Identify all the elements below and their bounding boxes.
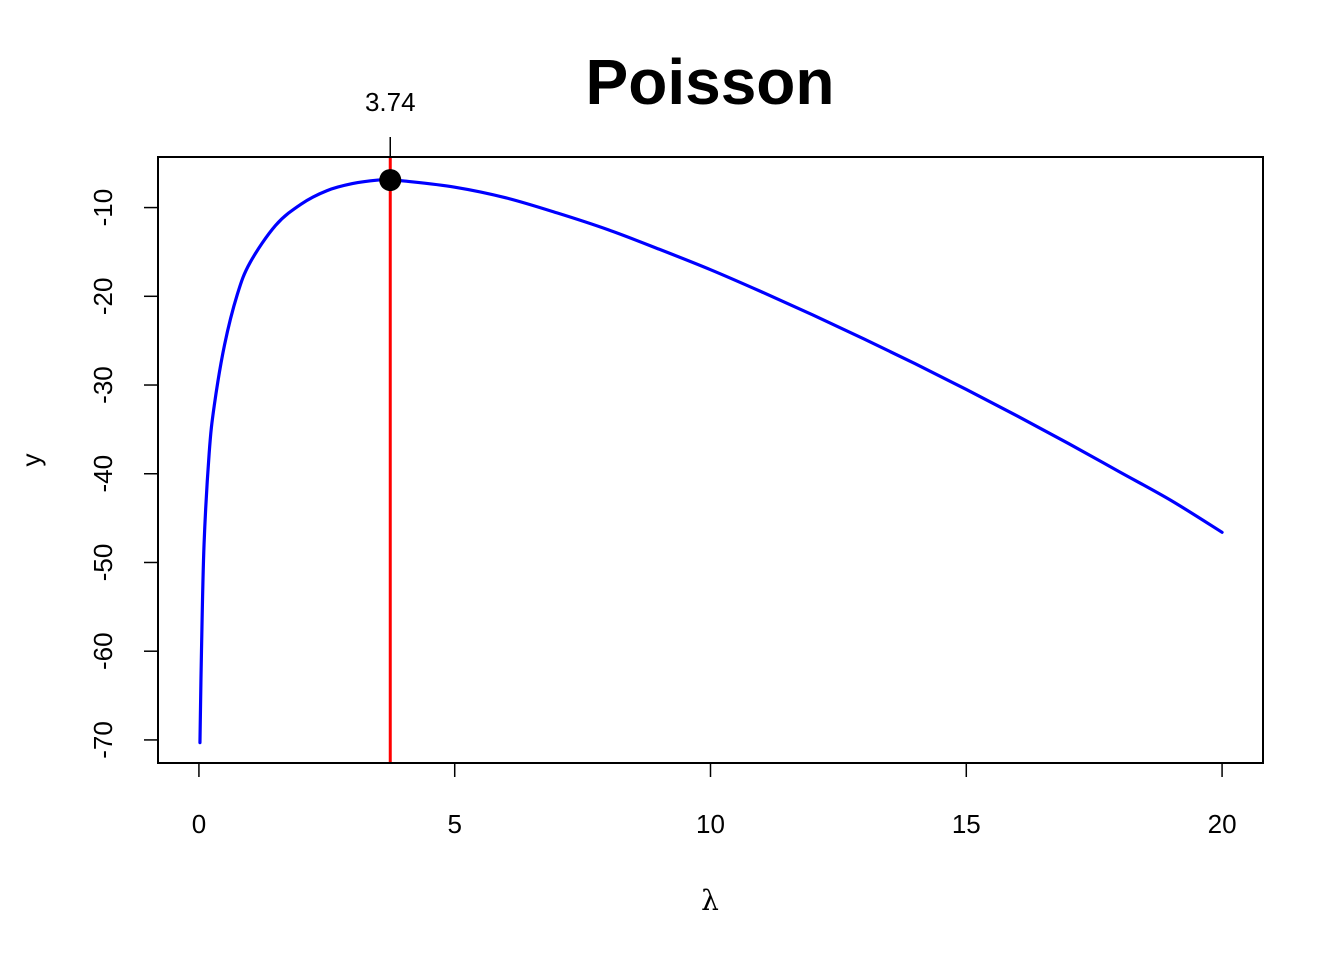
y-axis: -70 -60 -50 -40 -30 -20 -10 — [88, 189, 159, 759]
x-tick-label: 15 — [952, 809, 981, 839]
plot-frame — [157, 156, 1264, 764]
y-tick-label: -60 — [88, 632, 118, 670]
x-tick-label: 10 — [696, 809, 725, 839]
y-tick-label: -40 — [88, 455, 118, 493]
plot-area — [198, 157, 1224, 763]
log-likelihood-line — [198, 178, 1224, 745]
top-annotation: 3.74 — [365, 87, 416, 157]
max-point-marker — [379, 169, 402, 192]
x-tick-label: 20 — [1208, 809, 1237, 839]
y-tick-label: -10 — [88, 189, 118, 227]
y-tick-label: -50 — [88, 544, 118, 582]
y-tick-label: -20 — [88, 278, 118, 316]
max-annotation-label: 3.74 — [365, 87, 416, 117]
y-axis-label: y — [16, 454, 46, 467]
plot-content — [198, 157, 1224, 763]
x-tick-label: 5 — [447, 809, 461, 839]
chart-title: Poisson — [586, 46, 835, 118]
x-axis: 0 5 10 15 20 — [192, 762, 1237, 839]
x-axis-label: λ — [701, 884, 719, 917]
y-tick-label: -30 — [88, 366, 118, 404]
y-tick-label: -70 — [88, 721, 118, 759]
x-tick-label: 0 — [192, 809, 206, 839]
